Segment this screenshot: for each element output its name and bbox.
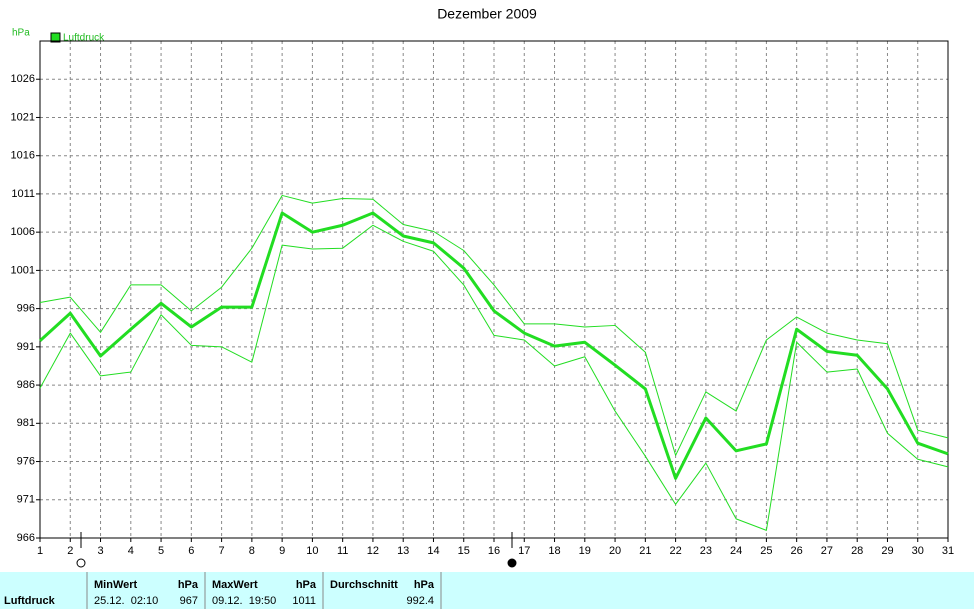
chart-title: Dezember 2009 xyxy=(437,6,537,22)
x-tick-label: 14 xyxy=(427,545,439,557)
summary-bar xyxy=(0,572,974,609)
y-tick-label: 991 xyxy=(17,341,35,353)
x-tick-label: 6 xyxy=(188,545,194,557)
y-tick-label: 966 xyxy=(17,532,35,544)
y-tick-label: 1011 xyxy=(11,188,35,200)
y-unit: hPa xyxy=(12,28,30,39)
summary-value: 992.4 xyxy=(406,595,434,607)
x-tick-label: 10 xyxy=(306,545,318,557)
x-tick-label: 2 xyxy=(67,545,73,557)
y-tick-label: 1006 xyxy=(11,226,35,238)
x-tick-label: 5 xyxy=(158,545,164,557)
x-tick-label: 26 xyxy=(791,545,803,557)
x-tick-label: 1 xyxy=(37,545,43,557)
x-tick-label: 3 xyxy=(97,545,103,557)
x-tick-label: 25 xyxy=(760,545,772,557)
summary-row-label: Luftdruck xyxy=(4,595,56,607)
x-tick-label: 12 xyxy=(367,545,379,557)
y-tick-label: 1016 xyxy=(11,150,35,162)
y-tick-label: 971 xyxy=(17,494,35,506)
x-tick-label: 22 xyxy=(669,545,681,557)
legend-label: Luftdruck xyxy=(63,33,105,44)
x-tick-label: 9 xyxy=(279,545,285,557)
x-tick-label: 15 xyxy=(458,545,470,557)
x-tick-label: 11 xyxy=(337,545,348,557)
y-tick-label: 986 xyxy=(17,379,35,391)
summary-header: MinWert xyxy=(94,579,138,591)
x-tick-label: 30 xyxy=(912,545,924,557)
y-tick-label: 1026 xyxy=(11,73,35,85)
cursor-marker xyxy=(507,558,517,568)
summary-unit: hPa xyxy=(414,579,435,591)
summary-value: 967 xyxy=(180,595,198,607)
summary-date: 25.12. 02:10 xyxy=(94,595,158,607)
x-tick-label: 19 xyxy=(579,545,591,557)
y-tick-label: 976 xyxy=(17,455,35,467)
data-line xyxy=(39,224,949,531)
x-tick-label: 21 xyxy=(639,545,651,557)
x-tick-label: 27 xyxy=(821,545,833,557)
data-line xyxy=(38,211,949,480)
summary-header: MaxWert xyxy=(212,579,258,591)
y-tick-label: 1021 xyxy=(11,111,35,123)
x-tick-label: 8 xyxy=(249,545,255,557)
x-tick-label: 17 xyxy=(518,545,530,557)
summary-value: 1011 xyxy=(292,595,316,607)
x-tick-label: 24 xyxy=(730,545,742,557)
cursor-marker xyxy=(76,558,86,568)
x-tick-label: 7 xyxy=(219,545,225,557)
x-tick-label: 16 xyxy=(488,545,500,557)
summary-date: 09.12. 19:50 xyxy=(212,595,276,607)
y-tick-label: 981 xyxy=(17,417,35,429)
x-tick-label: 28 xyxy=(851,545,863,557)
x-tick-label: 18 xyxy=(548,545,560,557)
x-tick-label: 31 xyxy=(942,545,954,557)
y-tick-label: 996 xyxy=(17,303,35,315)
x-tick-label: 20 xyxy=(609,545,621,557)
x-tick-label: 23 xyxy=(700,545,712,557)
legend-swatch xyxy=(50,32,61,43)
data-line xyxy=(39,194,949,456)
summary-header: Durchschnitt xyxy=(330,579,398,591)
summary-unit: hPa xyxy=(296,579,317,591)
x-tick-label: 4 xyxy=(128,545,134,557)
x-tick-label: 13 xyxy=(397,545,409,557)
y-tick-label: 1001 xyxy=(11,264,35,276)
summary-unit: hPa xyxy=(178,579,199,591)
x-tick-label: 29 xyxy=(881,545,893,557)
